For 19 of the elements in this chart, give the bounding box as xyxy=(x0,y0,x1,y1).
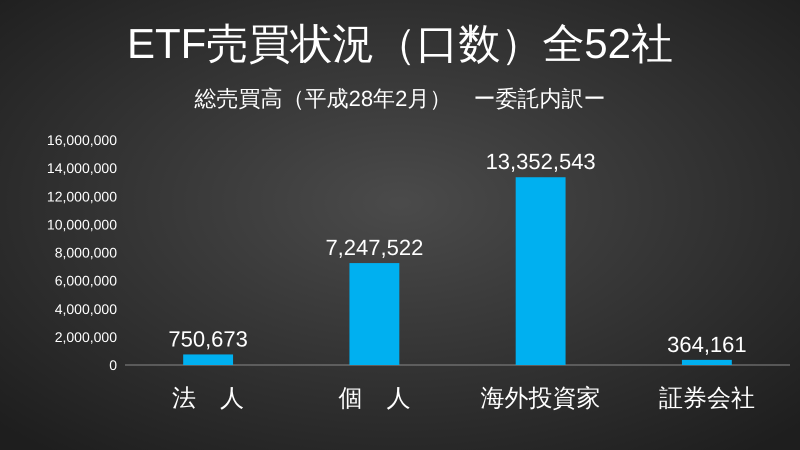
chart-title: ETF売買状況（口数）全52社 xyxy=(126,20,674,67)
y-tick-label: 10,000,000 xyxy=(46,216,118,232)
y-tick-label: 14,000,000 xyxy=(46,160,118,176)
y-tick-label: 6,000,000 xyxy=(54,272,118,289)
y-tick-label: 8,000,000 xyxy=(54,244,118,260)
x-tick-label: 個 人 xyxy=(338,385,410,412)
x-tick-label: 法 人 xyxy=(172,385,244,412)
chart-subtitle: 総売買高（平成28年2月） ー委託内訳ー xyxy=(194,86,606,111)
y-tick-label: 4,000,000 xyxy=(54,300,118,317)
y-tick-label: 12,000,000 xyxy=(46,188,118,204)
x-tick-label: 証券会社 xyxy=(658,385,755,412)
data-label: 750,673 xyxy=(168,326,248,352)
data-label: 13,352,543 xyxy=(486,149,596,174)
y-tick-label: 2,000,000 xyxy=(54,328,118,345)
y-tick-label: 16,000,000 xyxy=(46,132,118,148)
y-tick-label: 0 xyxy=(109,357,118,373)
data-label: 7,247,522 xyxy=(325,235,424,260)
data-label: 364,161 xyxy=(667,332,747,357)
x-tick-label: 海外投資家 xyxy=(480,385,601,412)
